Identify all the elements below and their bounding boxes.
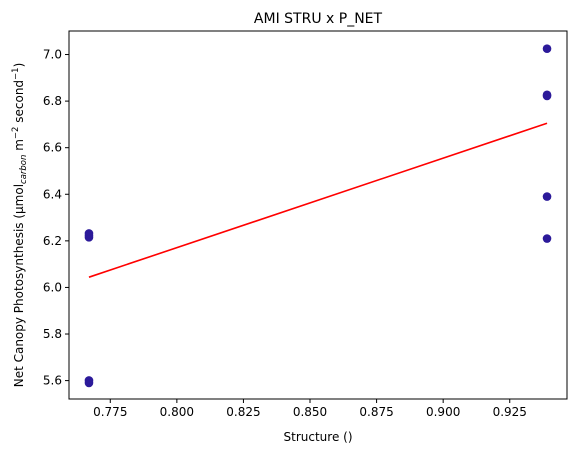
x-tick-label: 0.775 [93,405,127,419]
y-tick-label: 6.8 [43,94,62,108]
y-tick-label: 5.6 [43,374,62,388]
data-point [542,234,552,243]
y-axis-label-superscript-1: −2 [11,127,21,140]
y-axis-label-suffix: ) [12,63,26,68]
x-tick-label: 0.875 [359,405,393,419]
y-axis-label-mid1: m [12,139,26,155]
x-tick-label: 0.825 [226,405,260,419]
y-tick-label: 6.2 [43,234,62,248]
axes: 0.775 0.800 0.825 0.850 0.875 0.900 0.925 5.6 5.… [43,30,568,419]
y-axis-label-subscript: carbon [19,155,29,184]
data-point [542,44,552,54]
chart-title: AMI STRU x P_NET [254,11,383,27]
regression-line [88,122,548,278]
data-point [542,192,552,201]
x-tick-label: 0.925 [493,405,527,419]
x-tick-label: 0.850 [293,405,327,419]
x-axis-label: Structure () [284,430,353,444]
y-axis-label-mid2: second [12,80,26,127]
plot-frame [68,30,568,400]
y-axis-label: Net Canopy Photosynthesis (µmolcarbon m−… [11,63,29,388]
data-point [84,229,94,238]
y-tick-label: 6.4 [43,187,62,201]
y-axis-label-superscript-2: −1 [11,67,21,80]
data-point [84,376,94,385]
y-tick-label: 6.6 [43,141,62,155]
y-tick-label: 5.8 [43,327,62,341]
x-tick-label: 0.900 [426,405,460,419]
data-point [542,90,552,100]
y-tick-label: 6.0 [43,280,62,294]
data-layer [84,44,552,388]
x-tick-label: 0.800 [160,405,194,419]
y-axis-label-prefix: Net Canopy Photosynthesis (µmol [12,184,26,387]
y-tick-label: 7.0 [43,48,62,62]
